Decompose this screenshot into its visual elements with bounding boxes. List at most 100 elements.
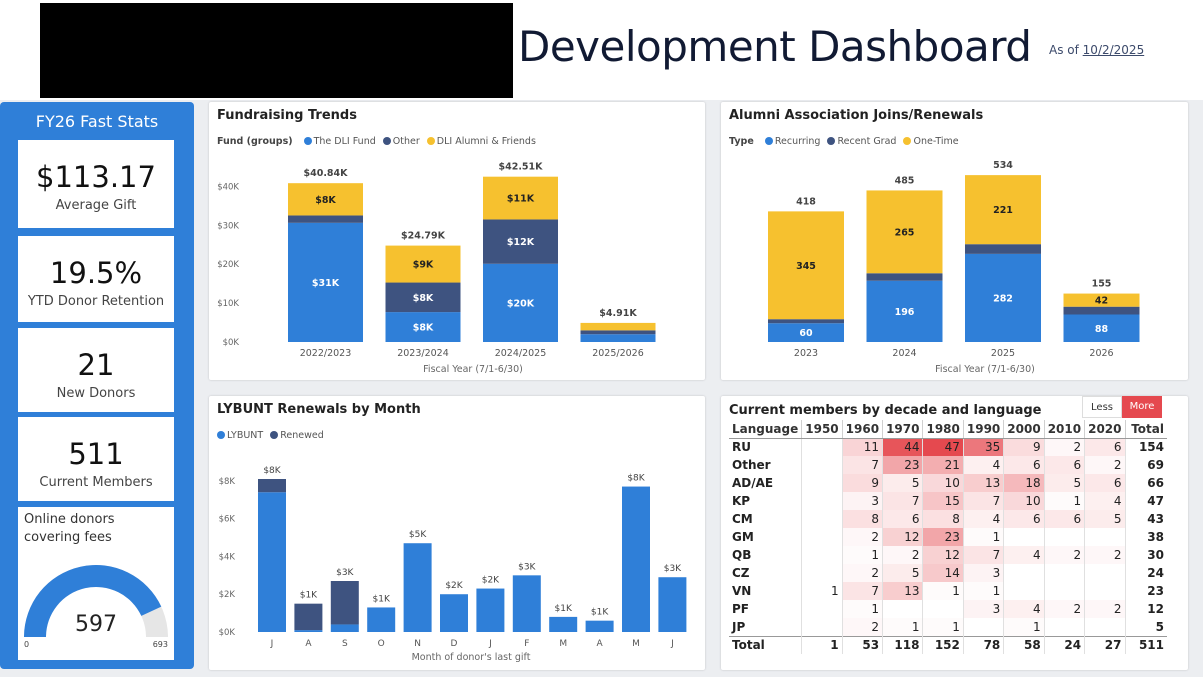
less-toggle[interactable]: Less	[1082, 396, 1122, 418]
column-header[interactable]: 2010	[1043, 420, 1085, 439]
bar-segment-lybunt[interactable]	[440, 594, 468, 632]
redacted-logo	[40, 3, 513, 98]
bar-segment-lybunt[interactable]	[476, 588, 505, 632]
table-row[interactable]: AD/AE 9 5 10 13 18 5 6 66	[729, 474, 1167, 492]
new-donors-value: 21	[77, 348, 115, 382]
table-row[interactable]: RU 11 44 47 35 9 2 6 154	[729, 438, 1167, 456]
members-card[interactable]: 511 Current Members	[18, 417, 174, 501]
bar-segment-recent-grad[interactable]	[866, 273, 943, 281]
table-cell	[1084, 582, 1125, 600]
table-cell: Other	[732, 458, 771, 472]
bar-segment-one-time[interactable]	[965, 175, 1041, 245]
table-row[interactable]: PF 1 3 4 2 2 12	[729, 600, 1167, 618]
bar-segment-other[interactable]	[483, 219, 558, 264]
bar-segment-dli-alumni-friends[interactable]	[580, 322, 656, 331]
legend-dli-fund[interactable]: The DLI Fund	[313, 136, 376, 147]
bar-segment-dli-alumni-friends[interactable]	[288, 183, 363, 216]
table-row[interactable]: JP 2 1 1 1 5	[729, 618, 1167, 636]
table-row[interactable]: CM 8 6 8 4 6 6 5 43	[729, 510, 1167, 528]
bar-segment-recent-grad[interactable]	[768, 319, 844, 324]
alumni-title: Alumni Association Joins/Renewals	[729, 108, 984, 123]
bar-segment-recent-grad[interactable]	[1063, 306, 1140, 315]
bar-segment-one-time[interactable]	[768, 211, 844, 320]
more-toggle[interactable]: More	[1122, 396, 1162, 418]
bar-segment-lybunt[interactable]	[549, 616, 578, 632]
table-cell: 8	[841, 510, 883, 528]
bar-segment-the-dli-fund[interactable]	[483, 263, 558, 342]
bar-segment-renewed[interactable]	[258, 479, 286, 493]
bar-segment-recurring[interactable]	[768, 323, 844, 342]
bar-segment-lybunt[interactable]	[258, 492, 286, 632]
fundraising-title: Fundraising Trends	[217, 108, 357, 123]
bar-segment-lybunt[interactable]	[658, 577, 687, 632]
bar-segment-recurring[interactable]	[1063, 314, 1140, 343]
table-cell: 10	[1003, 492, 1045, 510]
table-cell: 4	[962, 510, 1004, 528]
table-row[interactable]: VN 1 7 13 1 1 23	[729, 582, 1167, 600]
bar-segment-renewed[interactable]	[330, 581, 359, 625]
bar-segment-the-dli-fund[interactable]	[385, 312, 461, 342]
legend-renewed[interactable]: Renewed	[280, 430, 324, 441]
bar-segment-other[interactable]	[385, 282, 461, 313]
bar-segment-dli-alumni-friends[interactable]	[483, 176, 558, 220]
table-cell: 5	[1124, 618, 1167, 636]
x-tick-label: N	[414, 639, 421, 649]
table-row[interactable]: KP 3 7 15 7 10 1 4 47	[729, 492, 1167, 510]
bar-segment-the-dli-fund[interactable]	[288, 222, 363, 342]
bar-segment-lybunt[interactable]	[622, 486, 650, 632]
legend-lybunt[interactable]: LYBUNT	[227, 430, 264, 441]
bar-segment-one-time[interactable]	[866, 190, 943, 274]
bar-segment-dli-alumni-friends[interactable]	[385, 245, 461, 283]
table-cell	[1003, 582, 1045, 600]
bar-segment-other[interactable]	[288, 215, 363, 223]
as-of-date[interactable]: 10/2/2025	[1082, 43, 1145, 57]
table-cell: 12	[1124, 600, 1167, 618]
total-cell: 511	[1124, 635, 1167, 654]
table-cell: 13	[882, 582, 923, 600]
bar-segment-other[interactable]	[580, 330, 656, 335]
bar-segment-renewed[interactable]	[294, 603, 323, 631]
bar-segment-lybunt[interactable]	[367, 607, 396, 632]
table-row[interactable]: CZ 2 5 14 3 24	[729, 564, 1167, 582]
bar-segment-recent-grad[interactable]	[965, 244, 1041, 254]
table-cell	[1043, 582, 1085, 600]
bar-segment-lybunt[interactable]	[403, 543, 432, 632]
legend-recurring[interactable]: Recurring	[774, 136, 821, 147]
table-row[interactable]: GM 2 12 23 1 38	[729, 528, 1167, 546]
column-header[interactable]: 1960	[841, 420, 883, 439]
column-header[interactable]: 2000	[1003, 420, 1045, 439]
bar-segment-lybunt[interactable]	[294, 630, 323, 632]
fundraising-legend: Fund (groups) The DLI Fund Other DLI Alu…	[217, 136, 536, 147]
table-row[interactable]: QB 1 2 12 7 4 2 2 30	[729, 546, 1167, 564]
legend-alumni-friends[interactable]: DLI Alumni & Friends	[436, 136, 536, 147]
bar-segment-recurring[interactable]	[965, 253, 1041, 342]
column-header[interactable]: 1990	[962, 420, 1004, 439]
bar-segment-the-dli-fund[interactable]	[580, 334, 656, 342]
bar-segment-recurring[interactable]	[866, 280, 943, 342]
bar-segment-lybunt[interactable]	[512, 575, 541, 632]
column-header[interactable]: 1950	[801, 420, 843, 439]
column-header[interactable]: 1970	[882, 420, 923, 439]
table-cell: 2	[841, 618, 883, 636]
legend-other[interactable]: Other	[392, 136, 420, 147]
legend-recent-grad[interactable]: Recent Grad	[837, 136, 897, 147]
table-cell: 23	[922, 528, 964, 546]
y-tick-label: $10K	[217, 299, 239, 309]
bar-segment-lybunt[interactable]	[585, 620, 614, 632]
average-gift-card[interactable]: $113.17 Average Gift	[18, 140, 174, 228]
table-row[interactable]: Other 7 23 21 4 6 6 2 69	[729, 456, 1167, 474]
new-donors-card[interactable]: 21 New Donors	[18, 328, 174, 412]
column-header[interactable]: 2020	[1084, 420, 1125, 439]
x-tick-label: D	[451, 639, 458, 649]
page-title: Development Dashboard	[518, 22, 1032, 71]
bar-segment-lybunt[interactable]	[330, 624, 359, 632]
online-donors-gauge[interactable]: Online donors covering fees 597 0 693	[18, 507, 174, 660]
legend-one-time[interactable]: One-Time	[913, 136, 959, 147]
table-cell	[1084, 528, 1125, 546]
bar-segment-one-time[interactable]	[1063, 293, 1140, 307]
retention-card[interactable]: 19.5% YTD Donor Retention	[18, 236, 174, 322]
column-header[interactable]: Total	[1124, 420, 1167, 439]
column-header[interactable]: 1980	[922, 420, 964, 439]
table-cell: 6	[1084, 474, 1125, 492]
column-header[interactable]: Language	[729, 420, 802, 439]
